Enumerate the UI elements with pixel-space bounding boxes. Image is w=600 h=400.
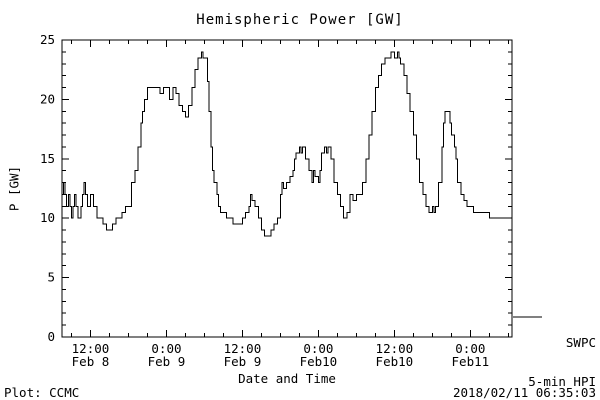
- x-tick-time-label: 12:00: [224, 341, 262, 356]
- chart-title: Hemispheric Power [GW]: [196, 12, 404, 28]
- x-tick-time-label: 12:00: [72, 341, 110, 356]
- y-tick-label: 5: [47, 270, 55, 285]
- x-tick-date-label: Feb 8: [72, 354, 110, 369]
- x-tick-date-label: Feb10: [376, 354, 414, 369]
- y-tick-label: 20: [40, 91, 55, 106]
- y-tick-label: 0: [47, 329, 55, 344]
- y-tick-label: 10: [40, 210, 55, 225]
- x-tick-date-label: Feb 9: [224, 354, 262, 369]
- x-tick-time-label: 0:00: [151, 341, 181, 356]
- x-tick-date-label: Feb10: [300, 354, 338, 369]
- legend-series-sublabel: 5-min HPI: [528, 374, 596, 389]
- x-tick-date-label: Feb11: [452, 354, 490, 369]
- plot-timestamp: 2018/02/11 06:35:03: [453, 385, 596, 400]
- y-tick-label: 25: [40, 32, 55, 47]
- hpi-step-line: [62, 51, 512, 237]
- x-tick-time-label: 0:00: [303, 341, 333, 356]
- legend: SWPC 5-min HPI: [528, 310, 596, 400]
- x-tick-time-label: 0:00: [455, 341, 485, 356]
- legend-series-label: SWPC: [565, 335, 596, 350]
- x-axis-label: Date and Time: [238, 371, 336, 386]
- plot-credit: Plot: CCMC: [4, 385, 80, 400]
- x-tick-date-label: Feb 9: [148, 354, 186, 369]
- x-tick-time-label: 12:00: [376, 341, 414, 356]
- y-tick-label: 15: [40, 151, 55, 166]
- plot-box: [61, 39, 513, 338]
